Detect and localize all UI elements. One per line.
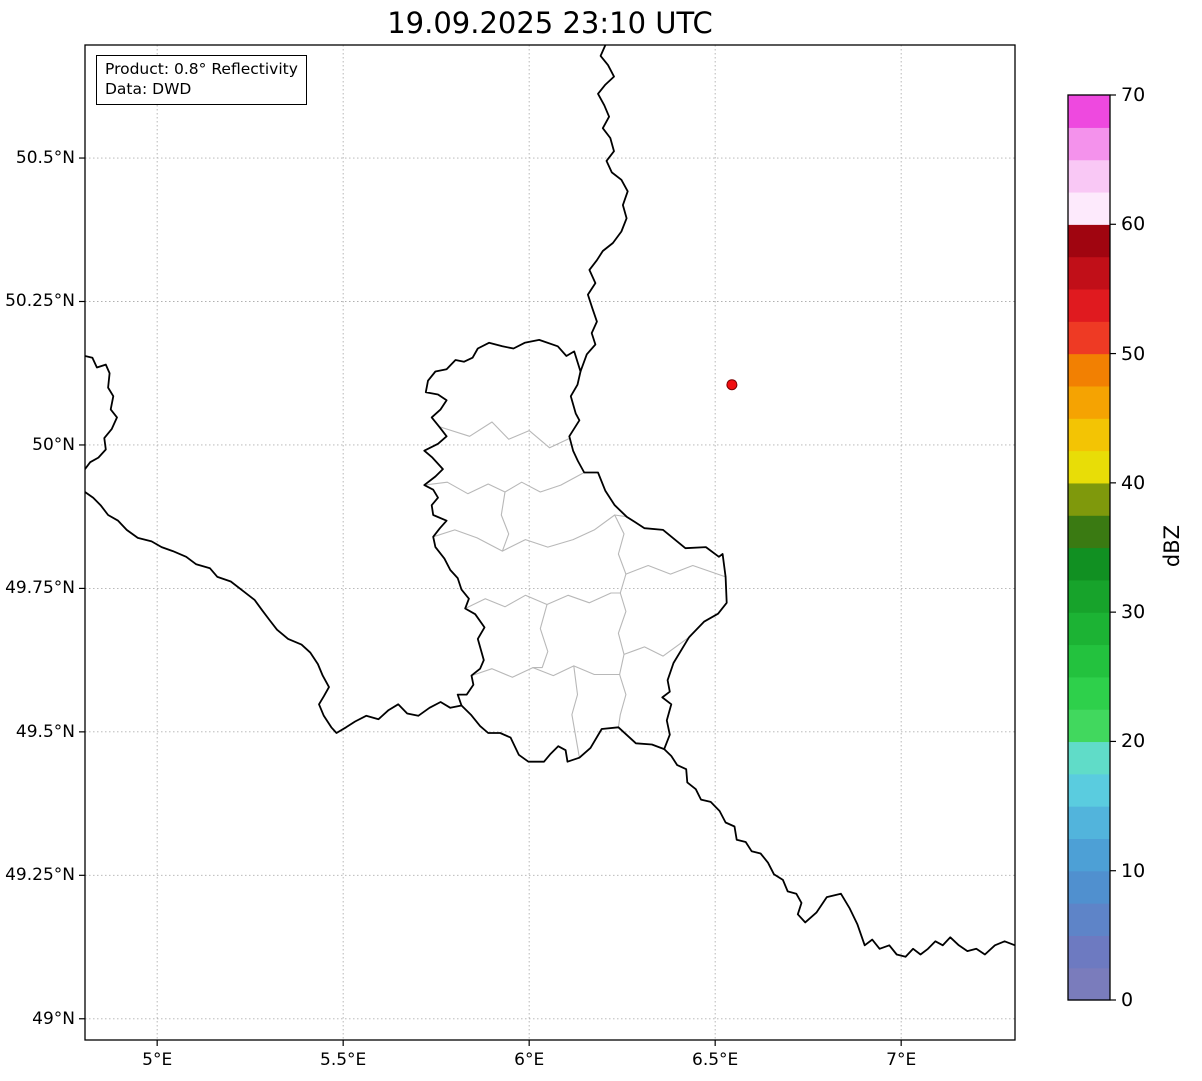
internal-border-canton-mersch-luxembourg bbox=[464, 592, 621, 610]
colorbar-segment bbox=[1068, 482, 1110, 516]
country-border-luxembourg bbox=[423, 338, 728, 763]
colorbar-segment bbox=[1068, 903, 1110, 936]
y-tick-label: 50°N bbox=[32, 434, 75, 455]
colorbar-segment bbox=[1068, 709, 1110, 743]
colorbar-segment bbox=[1068, 773, 1110, 807]
internal-border-canton-remich-vertical bbox=[571, 665, 580, 759]
internal-border-canton-north bbox=[438, 421, 571, 449]
internal-border-canton-east-vertical bbox=[614, 514, 627, 728]
borders-group bbox=[85, 45, 1015, 958]
figure-title: 19.09.2025 23:10 UTC bbox=[387, 6, 713, 40]
colorbar-segment bbox=[1068, 870, 1110, 904]
colorbar-tick-label: 70 bbox=[1121, 84, 1146, 106]
country-border-france-germany bbox=[663, 748, 1015, 958]
colorbar-tick-label: 20 bbox=[1121, 730, 1146, 753]
colorbar-segment bbox=[1068, 612, 1110, 646]
colorbar-segment bbox=[1068, 838, 1110, 872]
x-tick-label: 6°E bbox=[514, 1050, 545, 1070]
country-border-belgium-germany bbox=[579, 45, 629, 373]
colorbar-tick-label: 30 bbox=[1121, 601, 1146, 624]
colorbar-axis-label: dBZ bbox=[1160, 524, 1184, 568]
country-border-france-belgium-givet bbox=[85, 355, 118, 471]
colorbar-segment bbox=[1068, 95, 1110, 128]
product-annotation-line1: Product: 0.8° Reflectivity bbox=[105, 60, 298, 78]
colorbar-segment bbox=[1068, 159, 1110, 193]
colorbar-segment bbox=[1068, 127, 1110, 161]
y-tick-label: 49.5°N bbox=[15, 721, 75, 742]
x-tick-label: 7°E bbox=[886, 1050, 917, 1070]
colorbar-segment bbox=[1068, 579, 1110, 613]
colorbar-segment bbox=[1068, 385, 1110, 419]
colorbar-segment bbox=[1068, 418, 1110, 452]
x-tick-label: 6.5°E bbox=[692, 1050, 739, 1070]
plot-frame bbox=[84, 44, 1016, 1041]
internal-border-canton-grevenmacher-remich bbox=[623, 636, 690, 657]
internal-border-canton-echternach-grevenmacher bbox=[625, 564, 727, 578]
internal-border-canton-esch bbox=[470, 665, 621, 678]
colorbar-segment bbox=[1068, 288, 1110, 322]
x-tick-label: 5°E bbox=[142, 1050, 173, 1070]
product-annotation-box: Product: 0.8° Reflectivity Data: DWD bbox=[96, 55, 307, 105]
colorbar-segment bbox=[1068, 450, 1110, 484]
colorbar-segment bbox=[1068, 741, 1110, 775]
colorbar-segment bbox=[1068, 191, 1110, 225]
y-tick-label: 49.75°N bbox=[5, 578, 75, 599]
colorbar-tick-label: 60 bbox=[1121, 213, 1146, 236]
colorbar-segment bbox=[1068, 967, 1110, 1001]
colorbar-segment bbox=[1068, 353, 1110, 387]
colorbar-segment bbox=[1068, 676, 1110, 710]
colorbar-segment bbox=[1068, 935, 1110, 969]
internal-border-canton-luxembourg-vertical bbox=[532, 603, 549, 669]
y-tick-label: 49.25°N bbox=[5, 865, 75, 886]
country-border-france-belgium bbox=[85, 491, 463, 734]
colorbar-tick-label: 10 bbox=[1121, 859, 1146, 882]
colorbar-segment bbox=[1068, 515, 1110, 549]
product-annotation-line2: Data: DWD bbox=[105, 80, 192, 99]
colorbar-segment bbox=[1068, 256, 1110, 290]
colorbar-tick-label: 40 bbox=[1121, 471, 1146, 494]
radar-station-dot bbox=[726, 379, 738, 391]
internal-border-canton-middle bbox=[432, 514, 628, 552]
colorbar-segment bbox=[1068, 644, 1110, 678]
colorbar-frame bbox=[1067, 94, 1111, 1001]
colorbar-segment bbox=[1068, 224, 1110, 258]
internal-border-canton-wiltz-diekirch bbox=[423, 471, 585, 495]
y-tick-label: 50.5°N bbox=[15, 148, 75, 169]
y-tick-label: 49°N bbox=[32, 1008, 75, 1029]
colorbar-segment bbox=[1068, 321, 1110, 355]
y-tick-label: 50.25°N bbox=[5, 291, 75, 312]
colorbar-segment bbox=[1068, 547, 1110, 581]
internal-border-canton-redange-vertical bbox=[500, 491, 510, 552]
colorbar-segment bbox=[1068, 806, 1110, 839]
x-tick-label: 5.5°E bbox=[320, 1050, 367, 1070]
colorbar-tick-label: 0 bbox=[1121, 989, 1134, 1011]
colorbar-tick-label: 50 bbox=[1121, 342, 1146, 365]
